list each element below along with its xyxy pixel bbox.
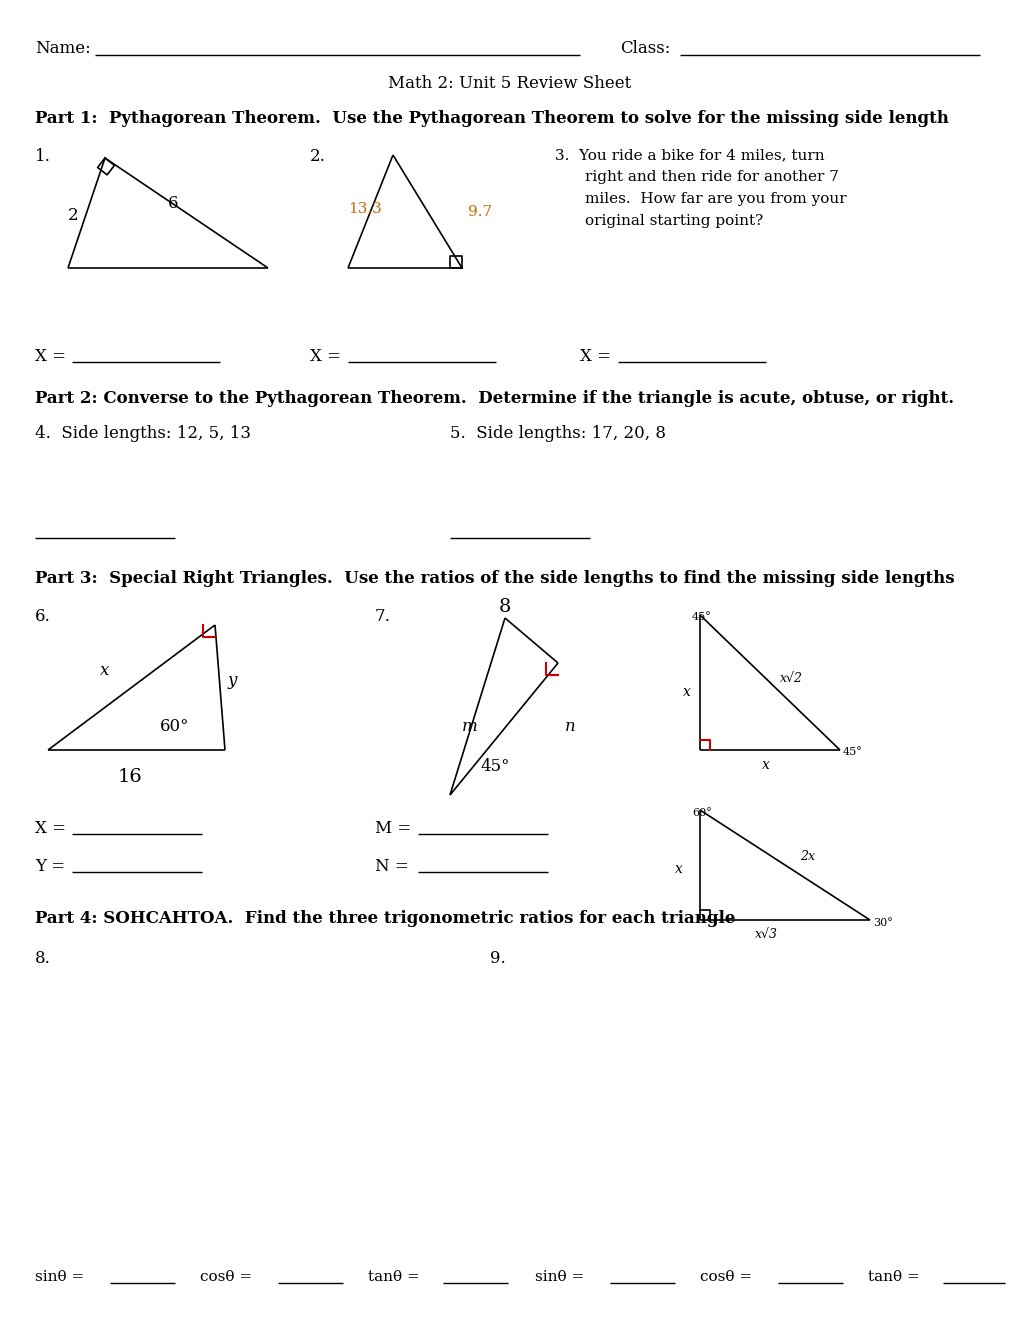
Text: x√2: x√2 bbox=[780, 672, 802, 685]
Text: miles.  How far are you from your: miles. How far are you from your bbox=[585, 191, 846, 206]
Text: 6: 6 bbox=[168, 195, 178, 213]
Text: cosθ =: cosθ = bbox=[699, 1270, 751, 1284]
Text: cosθ =: cosθ = bbox=[200, 1270, 252, 1284]
Text: M =: M = bbox=[375, 820, 411, 837]
Text: right and then ride for another 7: right and then ride for another 7 bbox=[585, 170, 838, 183]
Text: tanθ =: tanθ = bbox=[867, 1270, 919, 1284]
Text: 3.  You ride a bike for 4 miles, turn: 3. You ride a bike for 4 miles, turn bbox=[554, 148, 823, 162]
Text: 45°: 45° bbox=[691, 612, 711, 622]
Text: N =: N = bbox=[375, 858, 409, 875]
Text: Part 2: Converse to the Pythagorean Theorem.  Determine if the triangle is acute: Part 2: Converse to the Pythagorean Theo… bbox=[35, 389, 953, 407]
Text: X =: X = bbox=[580, 348, 610, 366]
Text: 5.  Side lengths: 17, 20, 8: 5. Side lengths: 17, 20, 8 bbox=[449, 425, 665, 442]
Text: original starting point?: original starting point? bbox=[585, 214, 762, 228]
Text: sinθ =: sinθ = bbox=[35, 1270, 85, 1284]
Text: y: y bbox=[228, 672, 237, 689]
Text: 13.3: 13.3 bbox=[347, 202, 381, 216]
Text: x: x bbox=[683, 685, 690, 700]
Text: 16: 16 bbox=[118, 768, 143, 785]
Text: Part 4: SOHCAHTOA.  Find the three trigonometric ratios for each triangle: Part 4: SOHCAHTOA. Find the three trigon… bbox=[35, 909, 735, 927]
Text: m: m bbox=[462, 718, 477, 735]
Text: 30°: 30° bbox=[872, 917, 892, 928]
Text: 2x: 2x bbox=[799, 850, 814, 863]
Text: X =: X = bbox=[35, 820, 66, 837]
Text: 7.: 7. bbox=[375, 609, 390, 624]
Text: 9.7: 9.7 bbox=[468, 205, 491, 219]
Text: Y =: Y = bbox=[35, 858, 65, 875]
Text: 4.  Side lengths: 12, 5, 13: 4. Side lengths: 12, 5, 13 bbox=[35, 425, 251, 442]
Text: 2.: 2. bbox=[310, 148, 325, 165]
Text: x: x bbox=[100, 663, 109, 678]
Text: X =: X = bbox=[310, 348, 340, 366]
Text: 9.: 9. bbox=[489, 950, 505, 968]
Text: sinθ =: sinθ = bbox=[535, 1270, 584, 1284]
Text: Math 2: Unit 5 Review Sheet: Math 2: Unit 5 Review Sheet bbox=[388, 75, 631, 92]
Text: 2: 2 bbox=[68, 207, 78, 224]
Text: n: n bbox=[565, 718, 575, 735]
Text: Part 3:  Special Right Triangles.  Use the ratios of the side lengths to find th: Part 3: Special Right Triangles. Use the… bbox=[35, 570, 954, 587]
Text: 1.: 1. bbox=[35, 148, 51, 165]
Text: Name:: Name: bbox=[35, 40, 91, 57]
Text: tanθ =: tanθ = bbox=[368, 1270, 420, 1284]
Text: 8: 8 bbox=[498, 598, 511, 616]
Text: 60°: 60° bbox=[160, 718, 190, 735]
Text: x: x bbox=[761, 758, 769, 772]
Text: 8.: 8. bbox=[35, 950, 51, 968]
Text: 45°: 45° bbox=[480, 758, 510, 775]
Text: 60°: 60° bbox=[691, 808, 711, 818]
Text: X =: X = bbox=[35, 348, 66, 366]
Text: x√3: x√3 bbox=[754, 928, 777, 941]
Text: x: x bbox=[675, 862, 682, 876]
Text: Part 1:  Pythagorean Theorem.  Use the Pythagorean Theorem to solve for the miss: Part 1: Pythagorean Theorem. Use the Pyt… bbox=[35, 110, 948, 127]
Text: Class:: Class: bbox=[620, 40, 669, 57]
Text: 45°: 45° bbox=[842, 747, 862, 756]
Text: 6.: 6. bbox=[35, 609, 51, 624]
